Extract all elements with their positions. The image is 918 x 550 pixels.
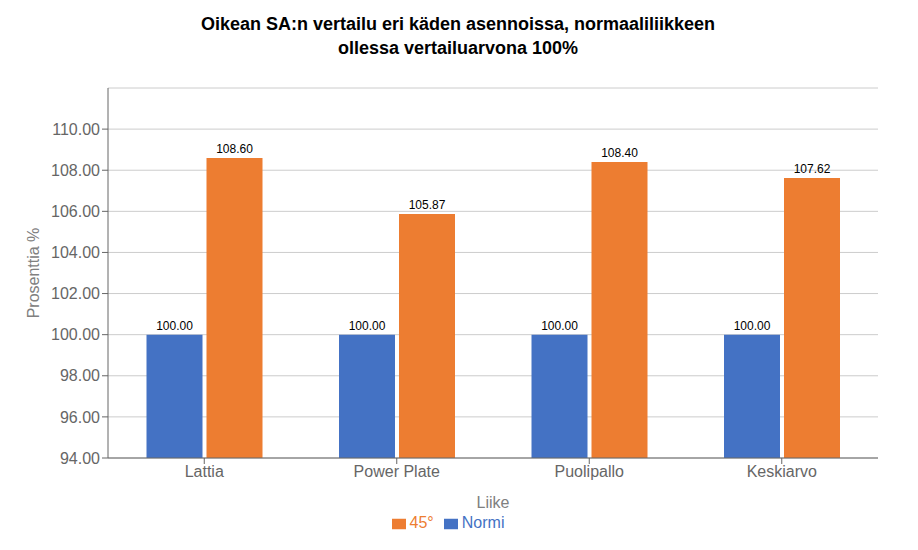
svg-text:107.62: 107.62: [794, 162, 831, 176]
svg-text:108.60: 108.60: [216, 142, 253, 156]
svg-text:102.00: 102.00: [51, 285, 100, 302]
svg-text:Power Plate: Power Plate: [354, 463, 440, 480]
svg-text:Lattia: Lattia: [185, 463, 224, 480]
svg-text:Liike: Liike: [477, 494, 510, 511]
html-text:45°: 45°: [409, 514, 434, 531]
svg-text:106.00: 106.00: [51, 203, 100, 220]
html-text:ollessa vertailuarvona 100%: ollessa vertailuarvona 100%: [337, 38, 579, 58]
html-text:Oikean SA:n vertailu eri käden: Oikean SA:n vertailu eri käden asennoiss…: [200, 14, 716, 34]
svg-text:110.00: 110.00: [52, 121, 100, 138]
svg-text:105.87: 105.87: [409, 198, 446, 212]
svg-text:96.00: 96.00: [60, 409, 100, 426]
svg-text:Puolipallo: Puolipallo: [555, 463, 624, 480]
svg-text:98.00: 98.00: [60, 367, 100, 384]
svg-text:100.00: 100.00: [541, 319, 578, 333]
svg-text:100.00: 100.00: [156, 319, 193, 333]
svg-text:94.00: 94.00: [60, 450, 100, 467]
svg-text:100.00: 100.00: [349, 319, 386, 333]
svg-text:100.00: 100.00: [734, 319, 771, 333]
svg-text:108.00: 108.00: [51, 162, 100, 179]
html-text:Normi: Normi: [461, 514, 505, 531]
svg-text:100.00: 100.00: [51, 326, 100, 343]
svg-text:108.40: 108.40: [601, 146, 638, 160]
svg-text:Prosenttia %: Prosenttia %: [25, 228, 42, 319]
svg-text:Keskiarvo: Keskiarvo: [747, 463, 817, 480]
svg-text:104.00: 104.00: [51, 244, 100, 261]
